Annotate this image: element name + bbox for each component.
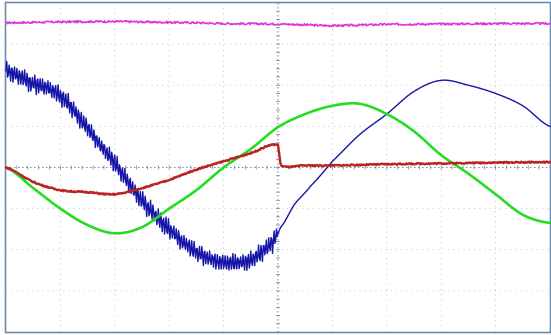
trace-line-4	[4, 142, 551, 196]
trace-line-1	[5, 19, 551, 28]
trace-line-3	[4, 101, 551, 235]
traces	[4, 19, 551, 272]
grid	[5, 2, 551, 333]
trace-line-2	[5, 60, 551, 272]
